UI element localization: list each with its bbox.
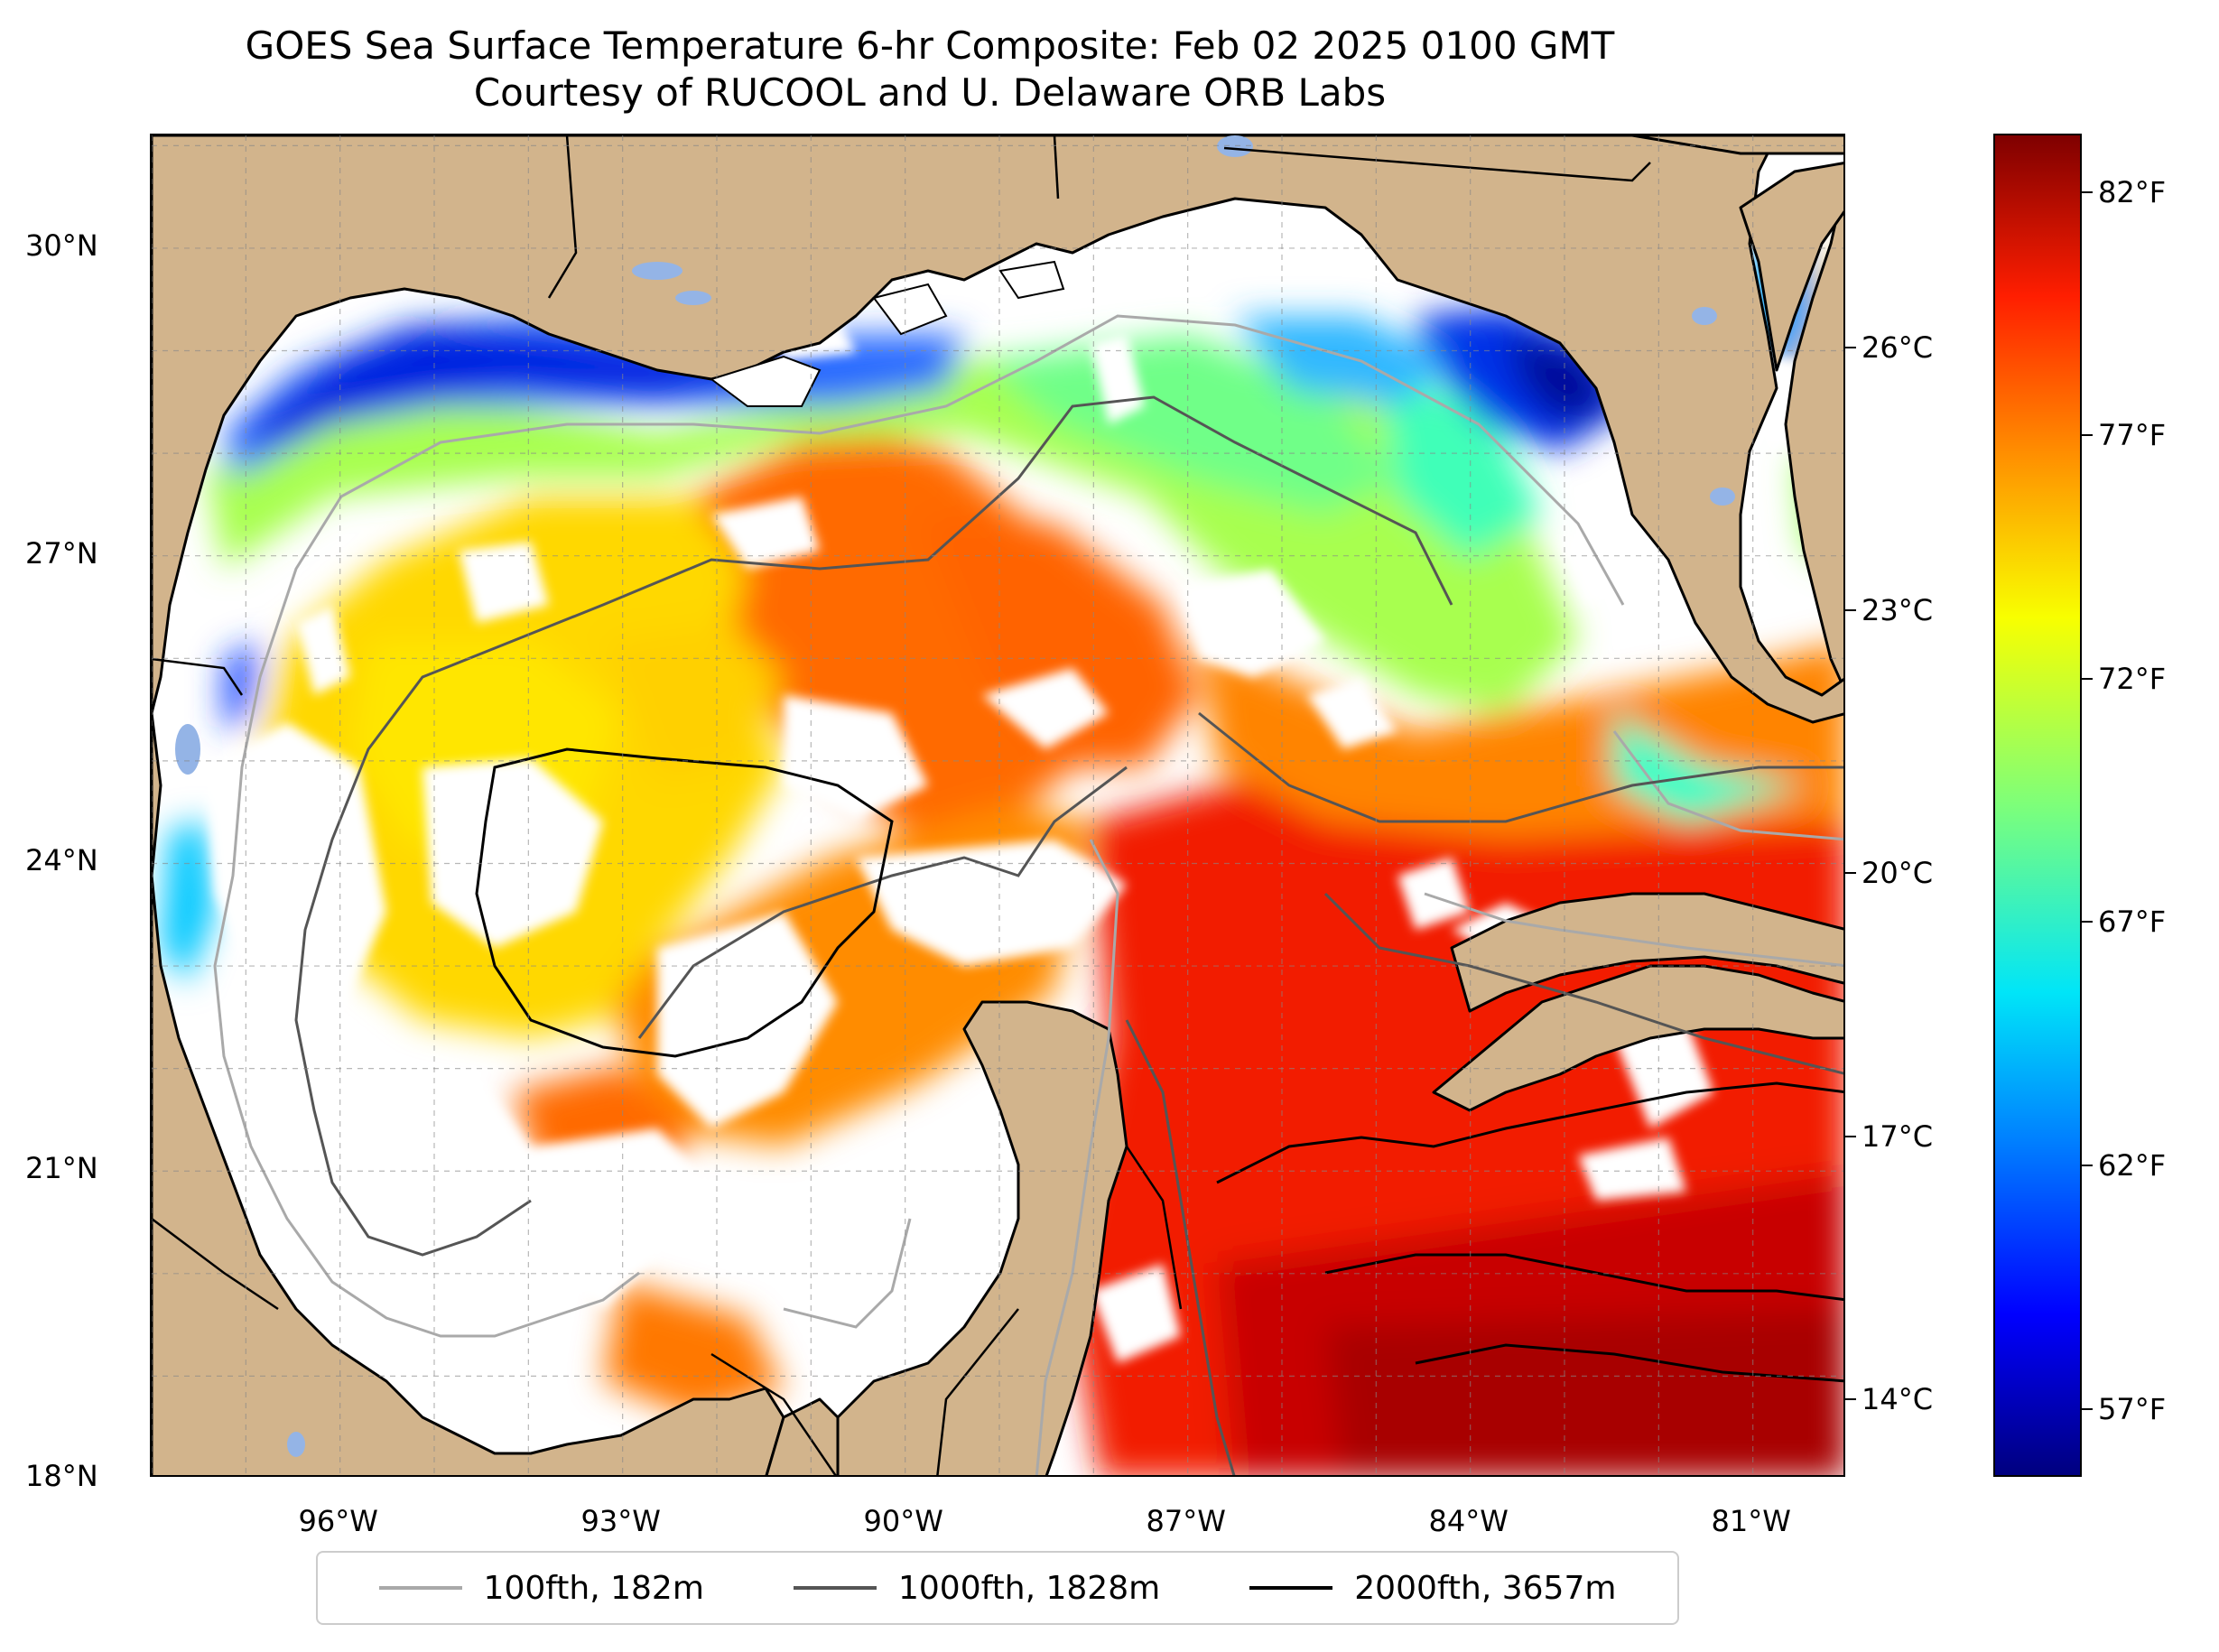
colorbar-tick-mark [1845, 1135, 1856, 1137]
lat-tick-label: 30°N [25, 227, 98, 263]
fahrenheit-tick-label: 57°F [2098, 1391, 2167, 1426]
colorbar-tick-mark [2082, 1164, 2093, 1166]
colorbar-tick-mark [1845, 872, 1856, 875]
celsius-tick-label: 20°C [1862, 856, 1934, 891]
lon-tick-label: 90°W [863, 1504, 943, 1538]
lon-tick-label: 96°W [298, 1504, 378, 1538]
colorbar-tick-mark [1845, 347, 1856, 349]
lon-tick-label: 87°W [1146, 1504, 1226, 1538]
gridlines [152, 135, 1843, 1475]
lat-tick-label: 21°N [25, 1151, 98, 1186]
fahrenheit-tick-label: 62°F [2098, 1147, 2167, 1183]
lon-tick-label: 93°W [580, 1504, 661, 1538]
lat-tick-label: 24°N [25, 843, 98, 878]
legend-item-100fth: 100fth, 182m [378, 1569, 704, 1607]
legend-line [794, 1586, 877, 1590]
contour-legend: 100fth, 182m 1000fth, 1828m 2000fth, 365… [316, 1551, 1679, 1625]
map-title: GOES Sea Surface Temperature 6-hr Compos… [245, 23, 1615, 68]
celsius-tick-label: 14°C [1862, 1381, 1934, 1416]
colorbar-tick-mark [1845, 609, 1856, 612]
fahrenheit-tick-label: 77°F [2098, 418, 2167, 453]
legend-label: 2000fth, 3657m [1354, 1569, 1617, 1607]
lat-tick-label: 18°N [25, 1459, 98, 1493]
legend-line [378, 1586, 462, 1590]
lat-tick-label: 27°N [25, 535, 98, 571]
contour-100fth [213, 314, 1843, 1475]
temperature-colorbar [1993, 134, 2082, 1477]
contour-2000fth [475, 747, 1843, 1383]
no-data-gaps [206, 316, 1813, 1363]
colorbar-gradient [1995, 135, 2080, 1475]
colorbar-tick-mark [2082, 677, 2093, 680]
legend-label: 1000fth, 1828m [898, 1569, 1161, 1607]
sst-map [150, 134, 1845, 1477]
fahrenheit-tick-label: 72°F [2098, 661, 2167, 696]
colorbar-tick-mark [2082, 921, 2093, 923]
celsius-tick-label: 23°C [1862, 593, 1934, 628]
lon-tick-label: 81°W [1711, 1504, 1791, 1538]
map-subtitle: Courtesy of RUCOOL and U. Delaware ORB L… [473, 70, 1387, 115]
lon-tick-label: 84°W [1428, 1504, 1509, 1538]
legend-line [1249, 1586, 1333, 1590]
celsius-tick-label: 26°C [1862, 330, 1934, 366]
fahrenheit-tick-label: 82°F [2098, 174, 2167, 209]
celsius-tick-label: 17°C [1862, 1118, 1934, 1154]
legend-item-2000fth: 2000fth, 3657m [1249, 1570, 1616, 1607]
fahrenheit-tick-label: 67°F [2098, 905, 2167, 940]
colorbar-tick-mark [2082, 190, 2093, 193]
colorbar-tick-mark [2082, 1407, 2093, 1410]
legend-label: 100fth, 182m [483, 1569, 704, 1607]
contour-1000fth [294, 395, 1843, 1475]
land-mass [152, 135, 1843, 1475]
colorbar-tick-mark [1845, 1397, 1856, 1400]
legend-item-1000fth: 1000fth, 1828m [794, 1570, 1160, 1607]
colorbar-tick-mark [2082, 434, 2093, 437]
